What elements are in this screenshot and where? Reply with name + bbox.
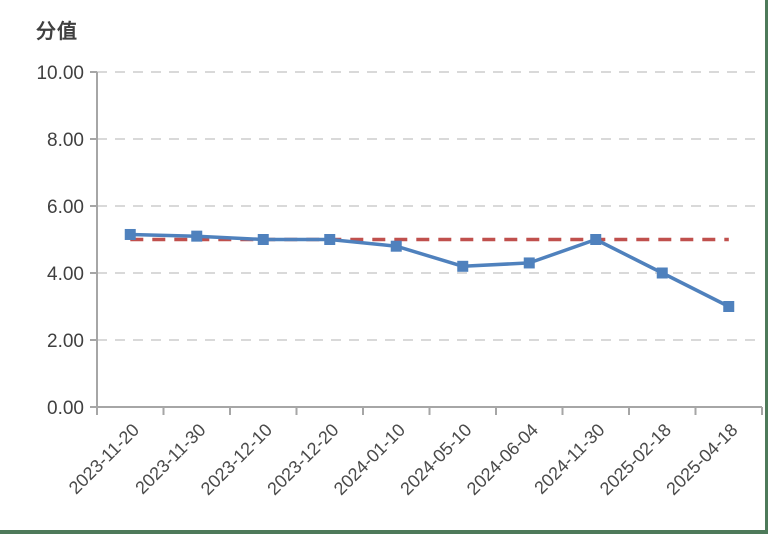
x-tick-label: 2025-04-18 [662, 420, 741, 499]
y-tick-label: 4.00 [47, 264, 84, 285]
y-tick-label: 8.00 [47, 130, 84, 151]
data-point-marker [656, 267, 668, 279]
y-tick-label: 10.00 [36, 63, 84, 84]
data-point-marker [390, 240, 402, 252]
data-point-marker [124, 228, 136, 240]
data-point-marker [257, 234, 269, 245]
y-tick-label: 6.00 [47, 197, 84, 218]
data-point-marker [523, 257, 535, 269]
data-point-marker [324, 234, 336, 245]
data-point-marker [457, 260, 469, 272]
data-point-marker [590, 234, 602, 245]
series-line-score [130, 232, 730, 309]
y-tick-label: 2.00 [47, 331, 84, 352]
x-tick-label: 2023-11-20 [65, 420, 143, 498]
data-point-marker [191, 230, 203, 242]
y-tick-label: 0.00 [47, 398, 84, 419]
data-point-marker [723, 301, 735, 312]
y-axis-title: 分值 [36, 19, 78, 43]
x-tick-label: 2024-06-04 [463, 420, 542, 499]
